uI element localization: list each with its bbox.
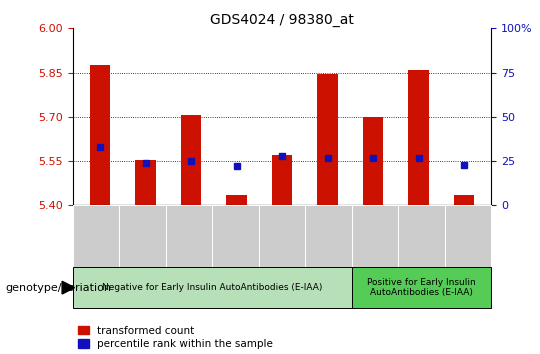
Bar: [226, 195, 247, 205]
Bar: [136, 160, 156, 205]
Text: Positive for Early Insulin
AutoAntibodies (E-IAA): Positive for Early Insulin AutoAntibodie…: [367, 278, 476, 297]
Bar: [363, 117, 383, 205]
Bar: [90, 65, 110, 205]
Bar: [408, 70, 429, 205]
Text: Negative for Early Insulin AutoAntibodies (E-IAA): Negative for Early Insulin AutoAntibodie…: [102, 283, 322, 292]
Bar: [272, 155, 292, 205]
Legend: transformed count, percentile rank within the sample: transformed count, percentile rank withi…: [78, 326, 273, 349]
Bar: [454, 195, 474, 205]
Text: genotype/variation: genotype/variation: [5, 282, 111, 293]
Bar: [318, 74, 338, 205]
Title: GDS4024 / 98380_at: GDS4024 / 98380_at: [210, 13, 354, 27]
Bar: [181, 115, 201, 205]
